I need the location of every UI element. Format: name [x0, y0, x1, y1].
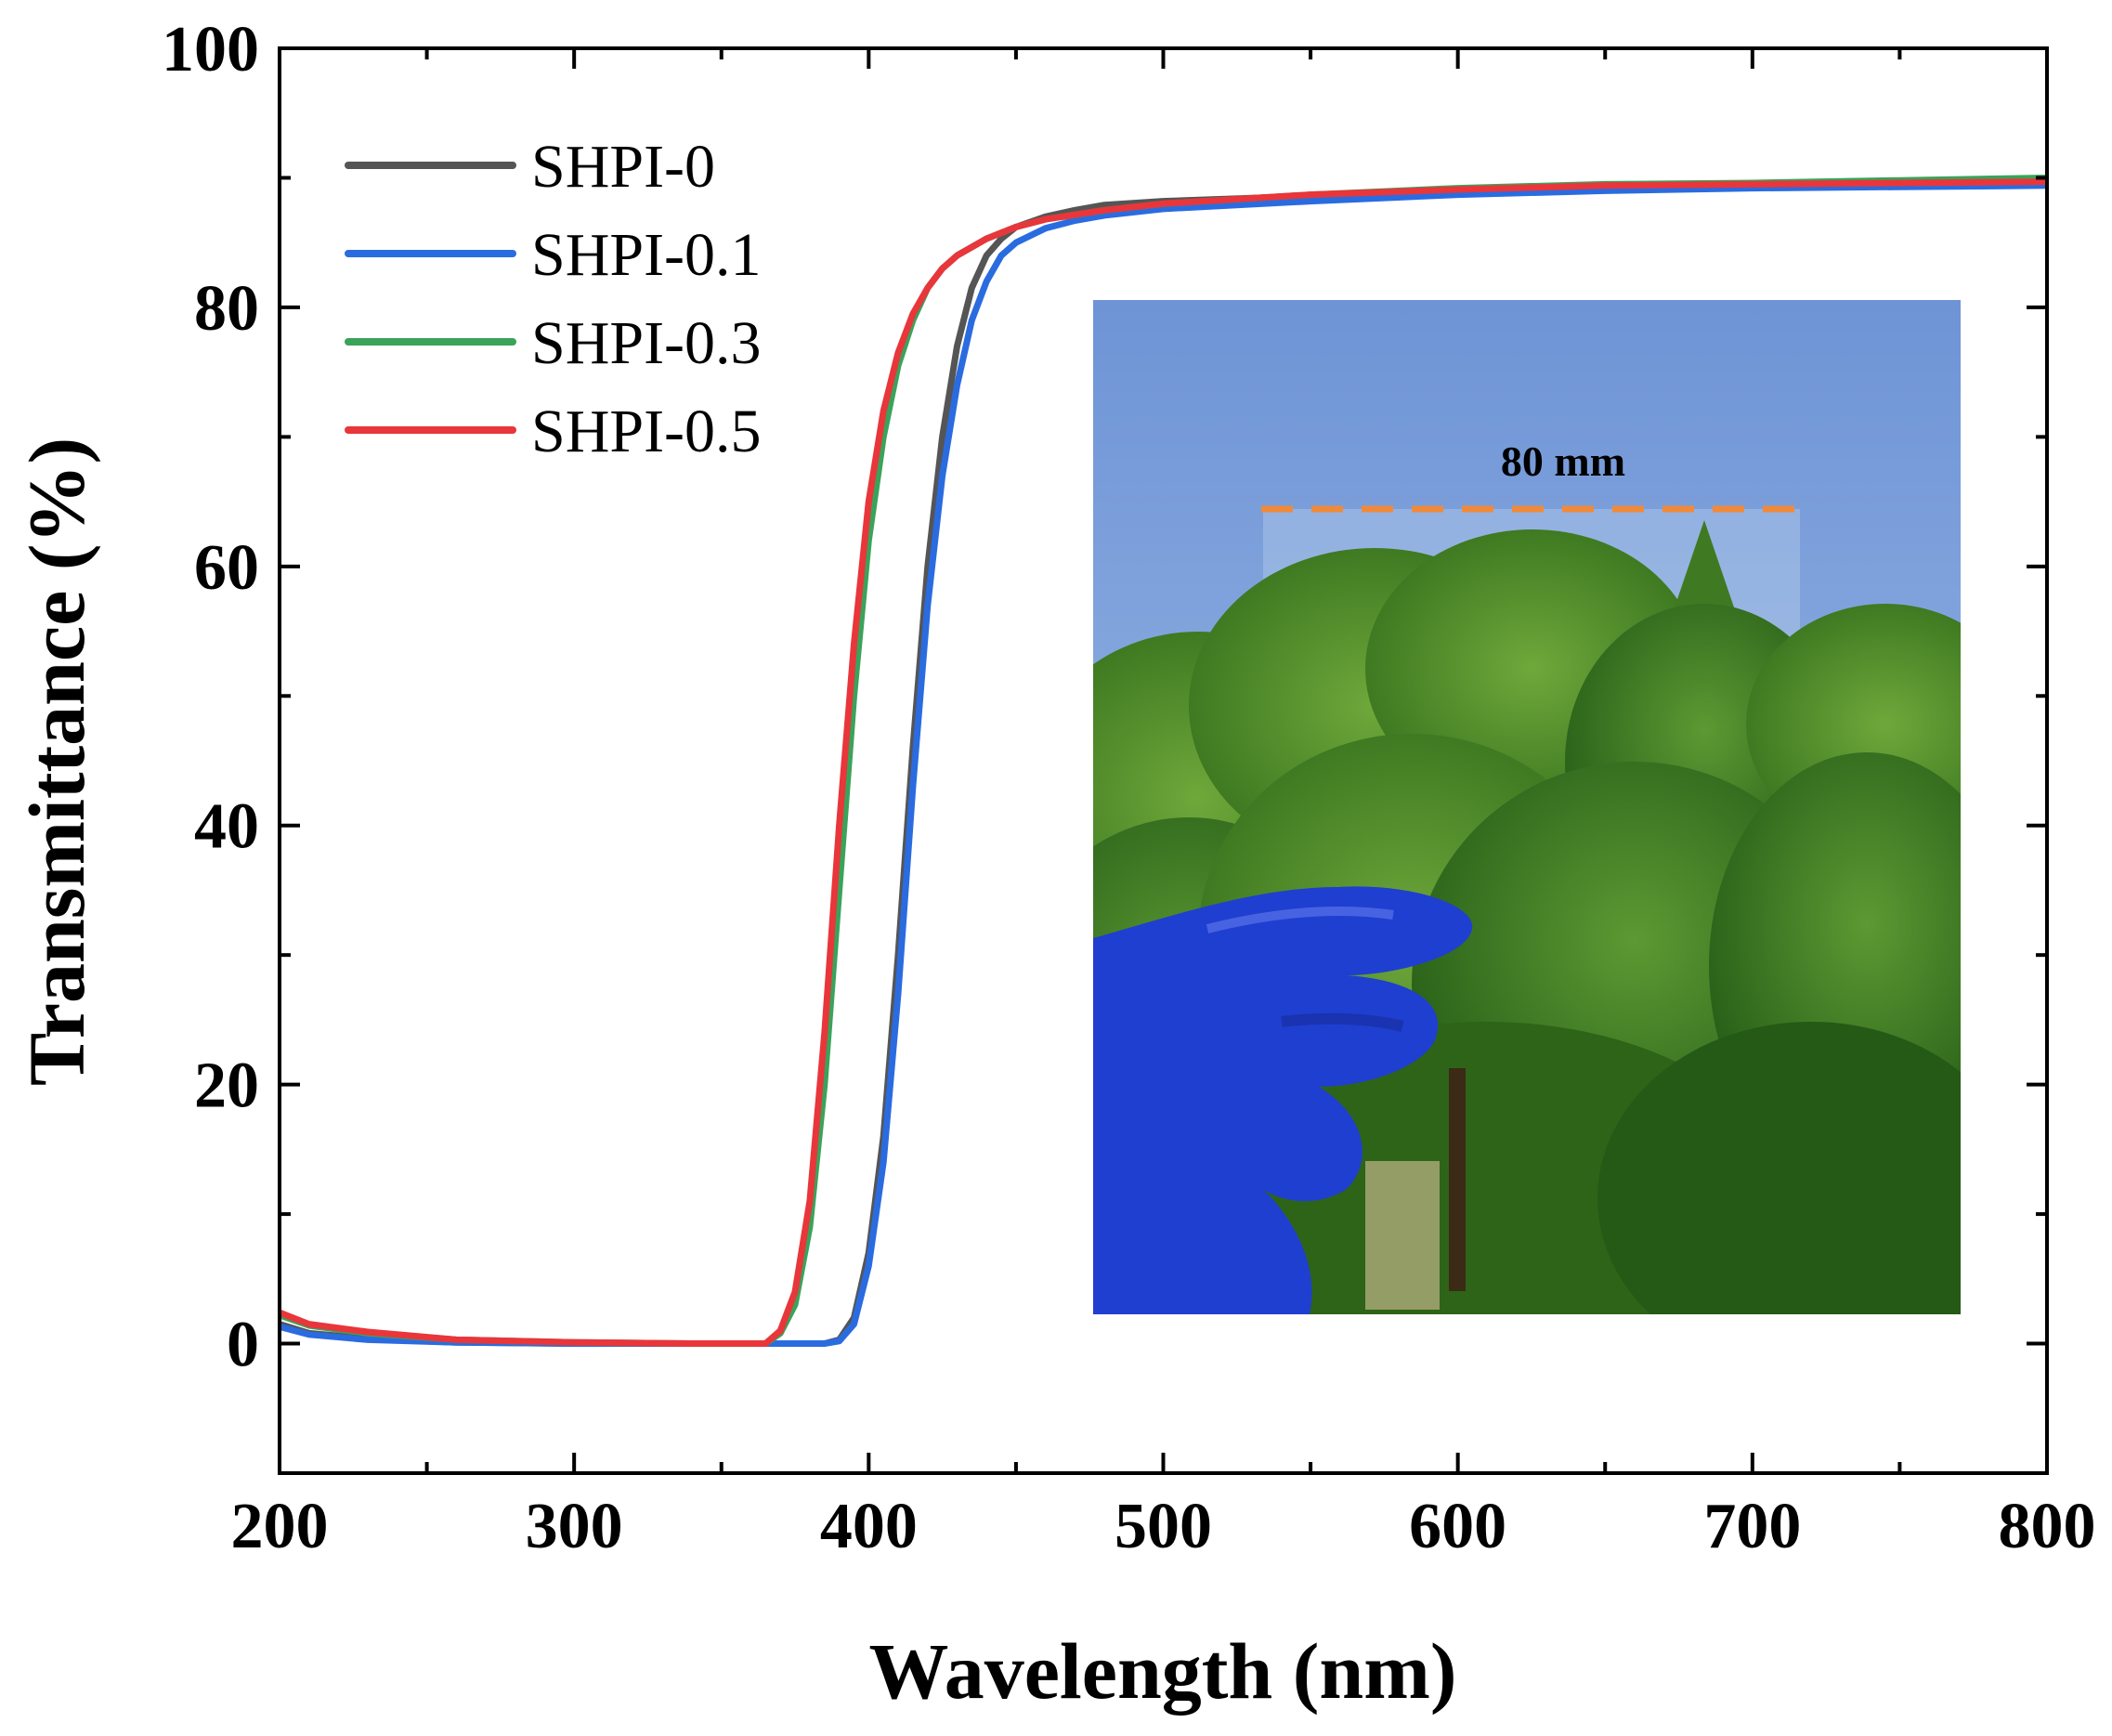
y-tick-label: 40	[194, 791, 259, 863]
y-tick-label: 100	[162, 14, 259, 85]
legend-label: SHPI-0	[531, 133, 715, 201]
y-tick-label: 0	[227, 1310, 259, 1381]
inset-scale-label: 80 mm	[1501, 437, 1625, 485]
x-tick-label: 600	[1409, 1491, 1506, 1562]
x-tick-label: 800	[1999, 1491, 2096, 1562]
ticks-layer: 200 300 400 500 600 700 800 0 20 40 60 80 100	[162, 14, 2096, 1562]
inset-trees	[1093, 520, 1961, 1314]
x-tick-label: 400	[820, 1491, 918, 1562]
x-tick-label: 300	[526, 1491, 623, 1562]
inset-photo: 80 mm	[1093, 300, 1961, 1314]
y-axis-title: Transmittance (%)	[12, 437, 101, 1086]
y-tick-label: 20	[194, 1051, 259, 1122]
y-tick-label: 60	[194, 532, 259, 604]
legend: SHPI-0 SHPI-0.1 SHPI-0.3 SHPI-0.5	[345, 133, 762, 465]
legend-label: SHPI-0.3	[531, 309, 762, 377]
legend-label: SHPI-0.1	[531, 221, 762, 289]
x-tick-label: 500	[1115, 1491, 1212, 1562]
inset-gloved-hand	[1093, 886, 1473, 1314]
series-line-shpi-0-5	[280, 178, 2047, 1347]
y-tick-label: 80	[194, 273, 259, 345]
x-tick-label: 200	[231, 1491, 329, 1562]
x-tick-label: 700	[1703, 1491, 1801, 1562]
series-layer	[280, 175, 2047, 1347]
legend-label: SHPI-0.5	[531, 398, 762, 465]
x-axis-title: Wavelength (nm)	[868, 1626, 1456, 1716]
